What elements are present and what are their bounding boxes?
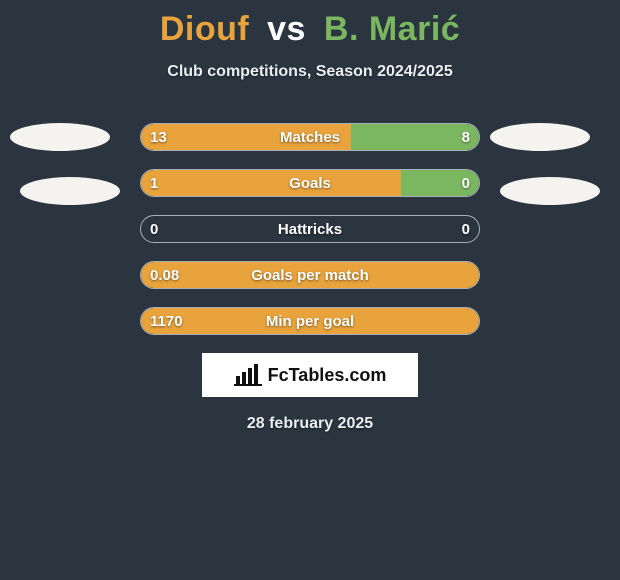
stat-value-left: 0.08 xyxy=(150,261,179,289)
stat-bar-track xyxy=(140,261,480,289)
stat-value-left: 13 xyxy=(150,123,167,151)
player2-name: B. Marić xyxy=(324,10,460,48)
brand-box[interactable]: FcTables.com xyxy=(202,353,418,397)
stat-value-right: 0 xyxy=(462,215,470,243)
vs-label: vs xyxy=(267,10,306,48)
stat-value-left: 0 xyxy=(150,215,158,243)
stat-value-left: 1 xyxy=(150,169,158,197)
comparison-title: Diouf vs B. Marić xyxy=(0,0,620,49)
player1-name: Diouf xyxy=(160,10,249,48)
stats-area: Matches138Goals10Hattricks00Goals per ma… xyxy=(0,123,620,335)
stat-bar-right xyxy=(351,124,479,150)
stat-bar-left xyxy=(141,124,351,150)
subtitle: Club competitions, Season 2024/2025 xyxy=(0,63,620,81)
date-label: 28 february 2025 xyxy=(0,415,620,433)
stat-value-right: 8 xyxy=(462,123,470,151)
stat-row: Goals per match0.08 xyxy=(0,261,620,289)
stat-value-right: 0 xyxy=(462,169,470,197)
stat-bar-left xyxy=(141,308,479,334)
stat-bar-left xyxy=(141,170,401,196)
stat-row: Goals10 xyxy=(0,169,620,197)
stat-row: Matches138 xyxy=(0,123,620,151)
stat-bar-track xyxy=(140,215,480,243)
stat-bar-track xyxy=(140,123,480,151)
stat-row: Min per goal1170 xyxy=(0,307,620,335)
bar-chart-icon xyxy=(234,364,262,386)
stat-bar-track xyxy=(140,307,480,335)
stat-value-left: 1170 xyxy=(150,307,183,335)
stat-bar-left xyxy=(141,262,479,288)
stat-row: Hattricks00 xyxy=(0,215,620,243)
stat-bar-track xyxy=(140,169,480,197)
brand-text: FcTables.com xyxy=(268,365,387,386)
